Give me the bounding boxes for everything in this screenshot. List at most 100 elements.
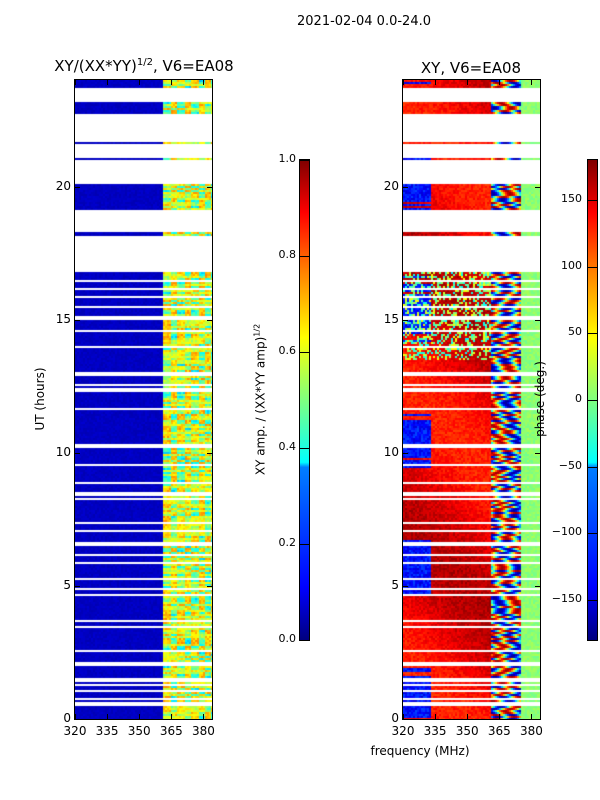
- left-x-tick-mark-top: [107, 80, 109, 85]
- amp-cbar-tick-mark: [300, 544, 309, 545]
- left-y-tick-mark: [75, 452, 80, 454]
- right-y-tick-mark: [403, 319, 408, 321]
- left-x-tick-label: 320: [63, 724, 87, 738]
- left-y-tick-label: 0: [63, 711, 71, 725]
- amp-cbar-label-text: XY amp. / (XX*YY amp): [253, 336, 268, 476]
- phase-cbar-tick-label: −100: [551, 525, 582, 539]
- right-x-tick-label: 380: [519, 724, 543, 738]
- left-x-tick-label: 350: [127, 724, 151, 738]
- right-x-tick-label: 350: [455, 724, 479, 738]
- right-x-tick-mark: [403, 714, 404, 719]
- amp-cbar-tick-label: 0.2: [278, 536, 297, 549]
- phase-heatmap: [403, 80, 540, 719]
- left-y-tick-mark: [75, 719, 80, 720]
- left-y-tick-label: 5: [63, 577, 71, 592]
- right-y-tick-mark: [403, 186, 408, 188]
- left-title-sup: 1/2: [136, 57, 153, 68]
- right-x-tick-mark-top: [467, 80, 469, 85]
- left-x-tick-mark: [171, 714, 173, 719]
- phase-cbar-tick-label: −50: [558, 458, 582, 472]
- left-x-tick-label: 335: [95, 724, 119, 738]
- right-x-tick-mark: [467, 714, 469, 719]
- right-x-tick-label: 365: [487, 724, 511, 738]
- left-y-tick-mark-right: [207, 719, 212, 720]
- phase-cbar-tick-label: −150: [551, 592, 582, 605]
- left-y-tick-mark-right: [207, 319, 212, 321]
- amp-cbar-tick-mark: [300, 256, 309, 257]
- left-y-tick-label: 20: [55, 178, 71, 193]
- left-y-tick-mark: [75, 585, 80, 587]
- phase-cbar-tick-mark: [588, 333, 597, 335]
- amp-cbar-tick-mark: [300, 160, 309, 161]
- amp-cbar-tick-mark: [300, 352, 309, 353]
- right-y-tick-mark: [403, 452, 408, 454]
- left-title-suffix: , V6=EA08: [152, 57, 234, 75]
- amp-cbar-tick-mark: [300, 448, 309, 449]
- right-y-tick-mark: [403, 585, 408, 587]
- right-y-tick-mark: [403, 719, 408, 720]
- left-x-tick-mark-top: [75, 80, 76, 85]
- right-y-tick-mark-right: [535, 319, 540, 321]
- right-plot-frame: [402, 79, 541, 720]
- right-y-tick-label: 10: [383, 444, 399, 459]
- right-x-tick-mark-top: [499, 80, 501, 85]
- phase-cbar-tick-label: 100: [561, 258, 582, 272]
- left-x-tick-mark: [203, 714, 205, 719]
- right-y-tick-label: 0: [391, 711, 399, 725]
- left-plot-frame: [74, 79, 213, 720]
- x-axis-label: frequency (MHz): [370, 744, 470, 758]
- phase-cbar-tick-mark: [588, 200, 597, 201]
- right-x-tick-mark-top: [435, 80, 437, 85]
- phase-cbar-tick-label: 0: [575, 392, 582, 405]
- phase-cbar-tick-label: 50: [568, 325, 582, 339]
- phase-cbar-tick-label: 150: [561, 192, 582, 205]
- amp-cbar-tick-label: 1.0: [278, 152, 297, 165]
- amplitude-heatmap: [75, 80, 212, 719]
- right-y-tick-mark-right: [535, 452, 540, 454]
- amp-cbar-tick-label: 0.0: [278, 632, 297, 645]
- left-x-tick-mark: [139, 714, 141, 719]
- left-title-main: XY/(XX*YY): [54, 57, 137, 75]
- left-x-tick-mark-top: [171, 80, 173, 85]
- left-panel-title: XY/(XX*YY)1/2, V6=EA08: [44, 57, 244, 75]
- figure-suptitle: 2021-02-04 0.0-24.0: [297, 14, 431, 29]
- left-x-tick-mark: [107, 714, 109, 719]
- y-axis-label: UT (hours): [33, 367, 47, 431]
- amp-cbar-label-sup: 1/2: [252, 323, 262, 337]
- phase-cbar-tick-mark: [588, 600, 597, 601]
- left-y-tick-label: 15: [55, 311, 71, 326]
- left-x-tick-mark-top: [203, 80, 205, 85]
- amplitude-colorbar-label: XY amp. / (XX*YY amp)1/2: [253, 300, 268, 500]
- amplitude-colorbar: [299, 159, 310, 641]
- left-y-tick-mark: [75, 319, 80, 321]
- right-x-tick-label: 335: [423, 724, 447, 738]
- right-panel-title: XY, V6=EA08: [420, 59, 522, 77]
- phase-cbar-tick-mark: [588, 266, 597, 268]
- right-y-tick-mark-right: [535, 186, 540, 188]
- right-x-tick-mark-top: [531, 80, 533, 85]
- left-x-tick-mark: [75, 714, 76, 719]
- left-x-tick-label: 365: [159, 724, 183, 738]
- left-y-tick-label: 10: [55, 444, 71, 459]
- left-x-tick-mark-top: [139, 80, 141, 85]
- left-y-tick-mark: [75, 186, 80, 188]
- amp-cbar-tick-mark: [300, 640, 309, 641]
- phase-cbar-tick-mark: [588, 533, 597, 535]
- left-y-tick-mark-right: [207, 186, 212, 188]
- right-y-tick-label: 20: [383, 178, 399, 193]
- right-x-tick-mark-top: [403, 80, 404, 85]
- amp-cbar-tick-label: 0.8: [278, 248, 297, 261]
- right-y-tick-label: 5: [391, 577, 399, 592]
- right-x-tick-mark: [435, 714, 437, 719]
- amp-cbar-tick-label: 0.4: [278, 440, 297, 453]
- right-x-tick-mark: [499, 714, 501, 719]
- right-x-tick-label: 320: [391, 724, 415, 738]
- phase-cbar-tick-mark: [588, 400, 597, 401]
- left-y-tick-mark-right: [207, 585, 212, 587]
- phase-cbar-tick-mark: [588, 466, 597, 468]
- left-x-tick-label: 380: [191, 724, 215, 738]
- right-x-tick-mark: [531, 714, 533, 719]
- right-y-tick-label: 15: [383, 311, 399, 326]
- amp-cbar-tick-label: 0.6: [278, 344, 297, 357]
